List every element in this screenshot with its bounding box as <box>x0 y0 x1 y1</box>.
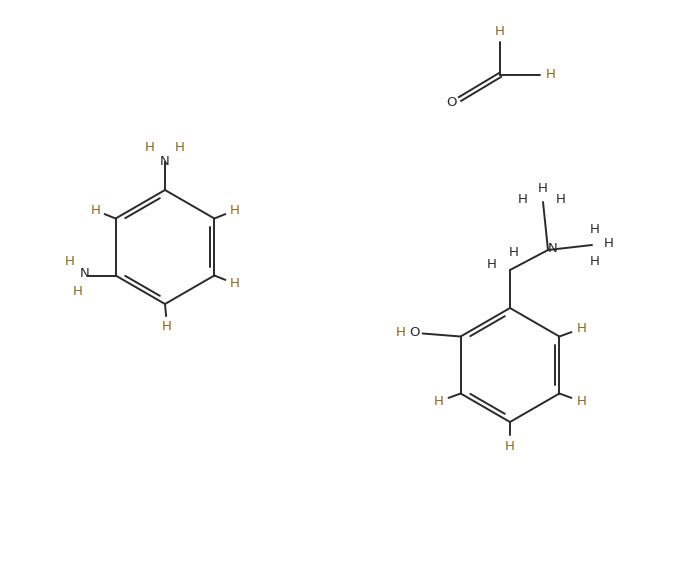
Text: H: H <box>396 326 406 339</box>
Text: H: H <box>65 255 75 268</box>
Text: O: O <box>446 96 456 109</box>
Text: H: H <box>518 193 528 205</box>
Text: H: H <box>556 193 566 205</box>
Text: N: N <box>548 241 558 255</box>
Text: H: H <box>590 222 600 235</box>
Text: O: O <box>409 326 420 339</box>
Text: H: H <box>546 68 556 80</box>
Text: H: H <box>229 204 240 217</box>
Text: H: H <box>145 140 155 153</box>
Text: H: H <box>590 255 600 268</box>
Text: H: H <box>433 395 444 408</box>
Text: H: H <box>505 440 515 453</box>
Text: H: H <box>91 204 100 217</box>
Text: H: H <box>487 258 497 271</box>
Text: H: H <box>162 319 172 332</box>
Text: N: N <box>80 267 90 280</box>
Text: H: H <box>495 25 505 38</box>
Text: H: H <box>73 285 83 298</box>
Text: H: H <box>577 395 586 408</box>
Text: H: H <box>509 245 519 258</box>
Text: H: H <box>577 322 586 335</box>
Text: N: N <box>160 154 170 167</box>
Text: H: H <box>175 140 185 153</box>
Text: H: H <box>604 237 614 249</box>
Text: H: H <box>538 181 548 194</box>
Text: H: H <box>229 277 240 290</box>
